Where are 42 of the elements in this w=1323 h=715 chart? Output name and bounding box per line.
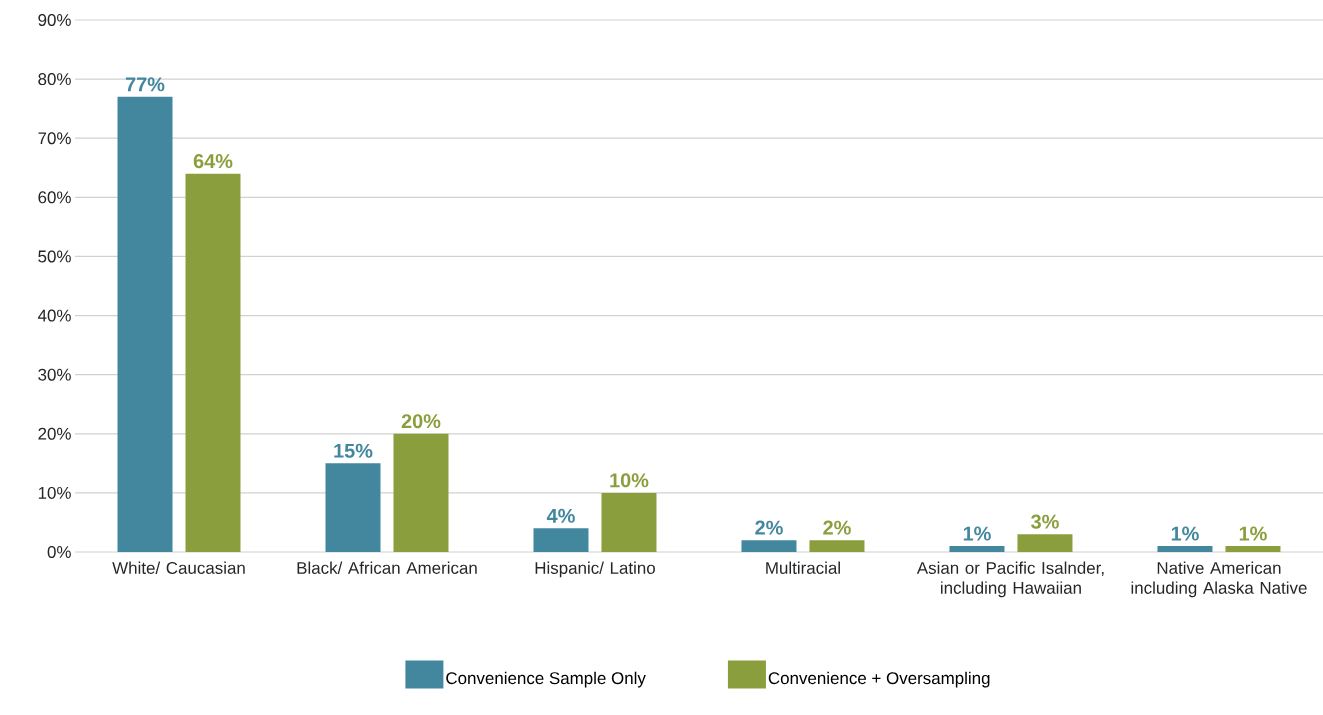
data-label: 20% [401,414,441,429]
x-tick-label: White/ Caucasian [112,561,245,574]
bar [1157,546,1213,552]
y-tick-label: 50% [38,250,71,263]
bar [809,540,865,552]
x-tick-label: Hispanic/ Latino [535,561,655,578]
y-tick-label: 10% [38,486,71,499]
y-tick-label: 40% [37,309,71,322]
bar [325,463,381,552]
data-label: 2% [755,520,783,535]
x-tick-label: Multiracial [766,561,840,574]
bar [1017,534,1073,552]
y-tick-label: 20% [38,427,71,440]
bar [1225,546,1281,552]
bar [393,433,449,552]
y-tick-label: 60% [38,191,71,204]
y-tick-label: 0% [47,546,71,558]
bar [949,546,1005,552]
y-tick-label: 30% [38,368,71,381]
bar [117,96,173,552]
x-tick-label: Native American including Alaska Native [1131,561,1307,598]
legend-label: Convenience + Oversampling [768,671,990,688]
data-label: 1% [963,526,991,541]
y-tick-label: 70% [38,132,71,145]
data-label: 15% [334,443,373,458]
data-label: 1% [1239,526,1267,541]
data-label: 64% [193,154,233,169]
data-label: 2% [823,520,851,535]
data-label: 10% [610,473,649,488]
y-tick-label: 80% [38,73,71,86]
bar [185,173,241,552]
y-tick-label: 90% [38,14,71,26]
bar [741,540,797,552]
bar [601,492,657,552]
bar [533,528,589,552]
x-tick-label: Asian or Pacific Isalnder, including Hawaiian [916,561,1104,598]
data-label: 1% [1171,526,1199,541]
legend-label: Convenience Sample Only [446,671,646,688]
data-label: 77% [125,77,165,92]
data-label: 4% [546,508,575,523]
data-label: 3% [1031,514,1059,529]
x-tick-label: Black/ African American [297,561,477,574]
